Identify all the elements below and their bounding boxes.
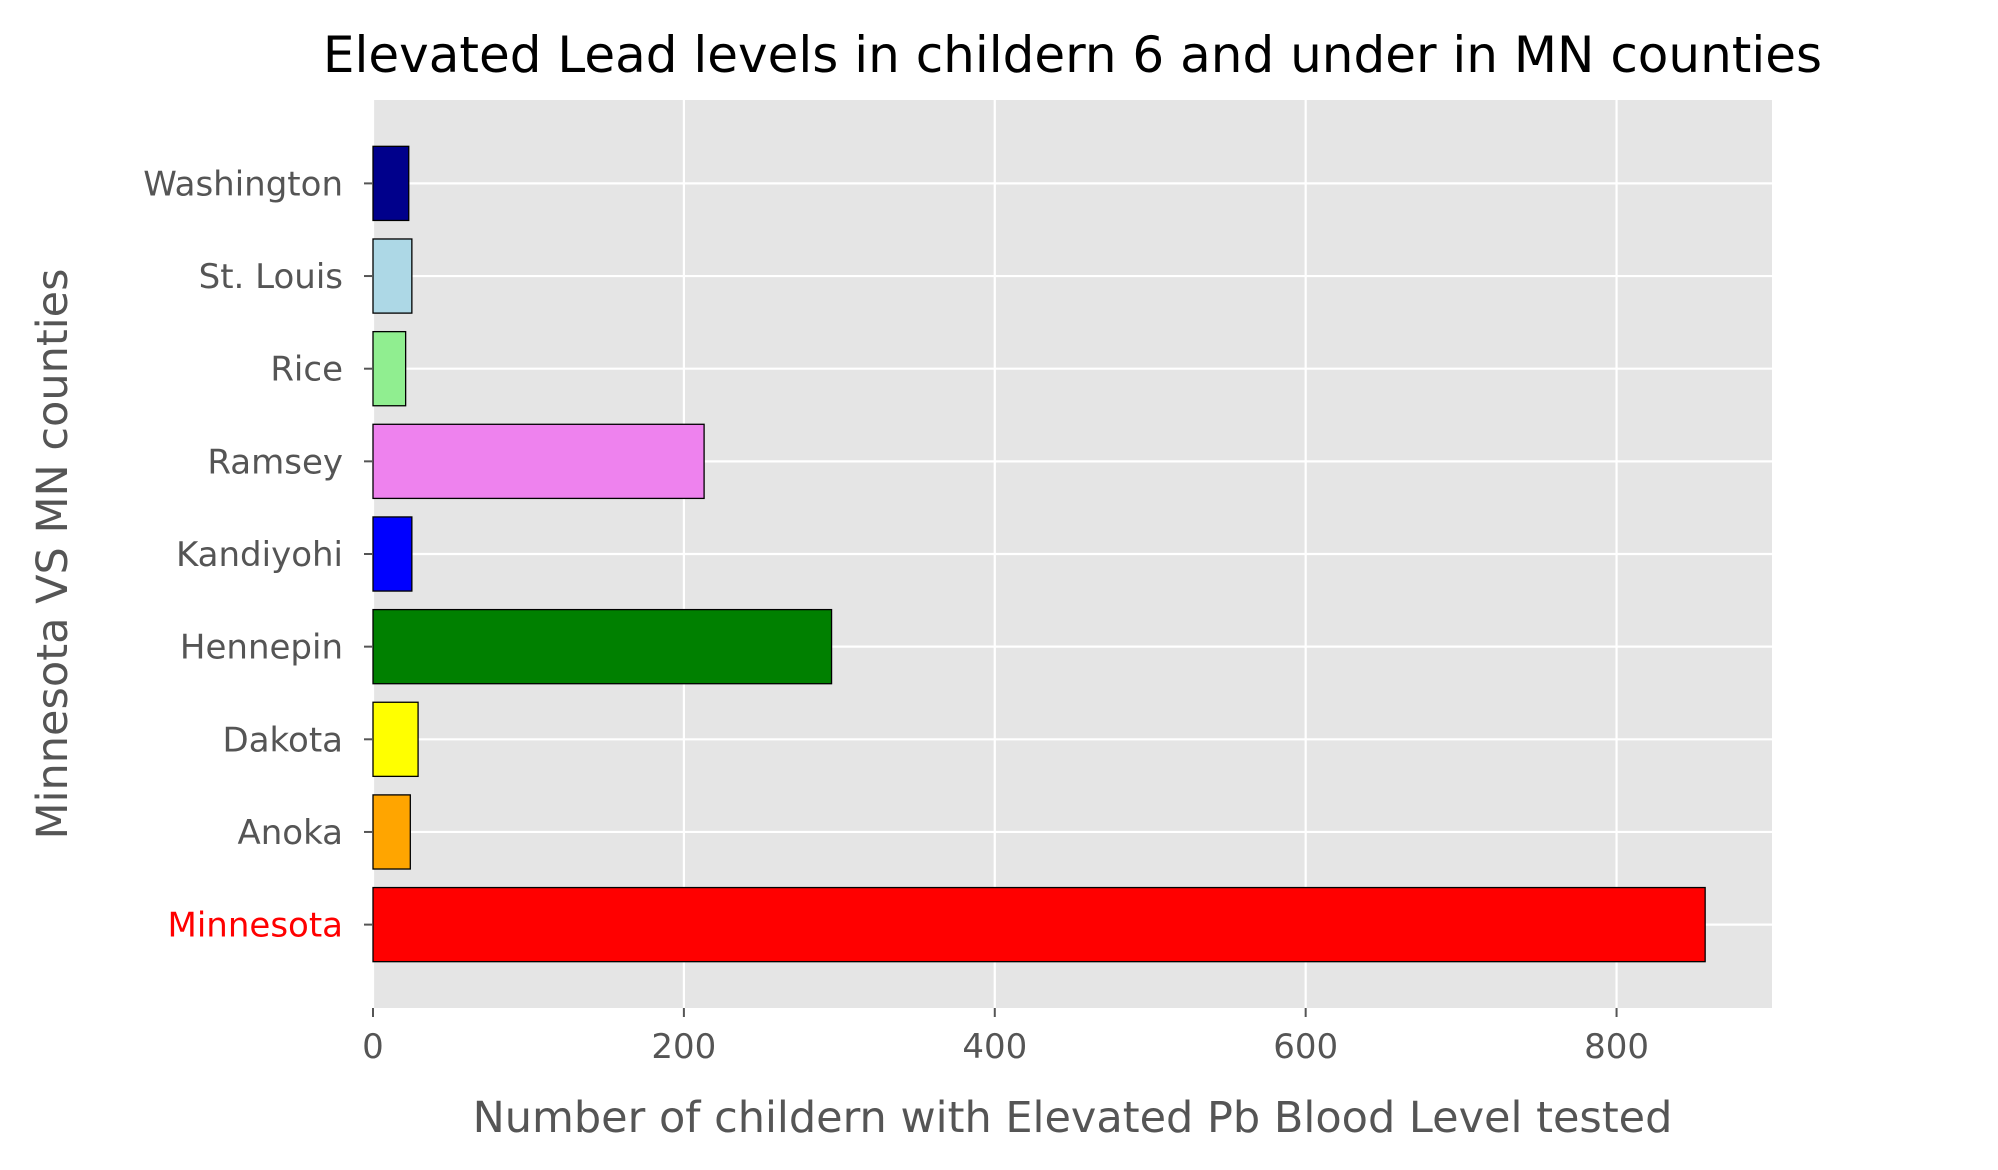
x-axis-ticks: 0 200 400 600 800: [362, 1008, 1649, 1067]
bar-kandiyohi: [372, 516, 413, 592]
bar-ramsey: [372, 423, 705, 500]
bar-hennepin: [372, 608, 833, 685]
y-tick-label: Ramsey: [207, 442, 343, 482]
y-tick-label: Washington: [143, 164, 343, 204]
bar-st-louis: [372, 238, 413, 314]
bar-washington: [372, 145, 410, 222]
bar-minnesota: [372, 886, 1706, 963]
x-tick-label: 800: [1584, 1027, 1649, 1067]
y-axis-label: Minnesota VS MN counties: [28, 268, 78, 839]
y-tick-label: St. Louis: [199, 257, 343, 297]
y-tick-label: Rice: [270, 350, 343, 390]
y-tick-label: Kandiyohi: [176, 535, 343, 575]
bar-dakota: [372, 701, 419, 778]
y-tick-label: Hennepin: [180, 628, 343, 668]
bar-rice: [372, 330, 407, 407]
y-tick-label: Minnesota: [168, 906, 343, 946]
x-tick-label: 200: [651, 1027, 716, 1067]
y-tick-label: Dakota: [223, 720, 343, 760]
bars: [372, 145, 1706, 963]
bar-anoka: [372, 794, 411, 870]
x-tick-label: 0: [362, 1027, 384, 1067]
x-axis-label: Number of childern with Elevated Pb Bloo…: [473, 1093, 1673, 1143]
x-tick-label: 400: [962, 1027, 1027, 1067]
chart-title: Elevated Lead levels in childern 6 and u…: [323, 26, 1822, 84]
x-tick-label: 600: [1273, 1027, 1338, 1067]
y-axis-ticks: Minnesota Anoka Dakota Hennepin Kandiyohi Ram…: [143, 164, 373, 946]
y-tick-label: Anoka: [237, 813, 343, 853]
